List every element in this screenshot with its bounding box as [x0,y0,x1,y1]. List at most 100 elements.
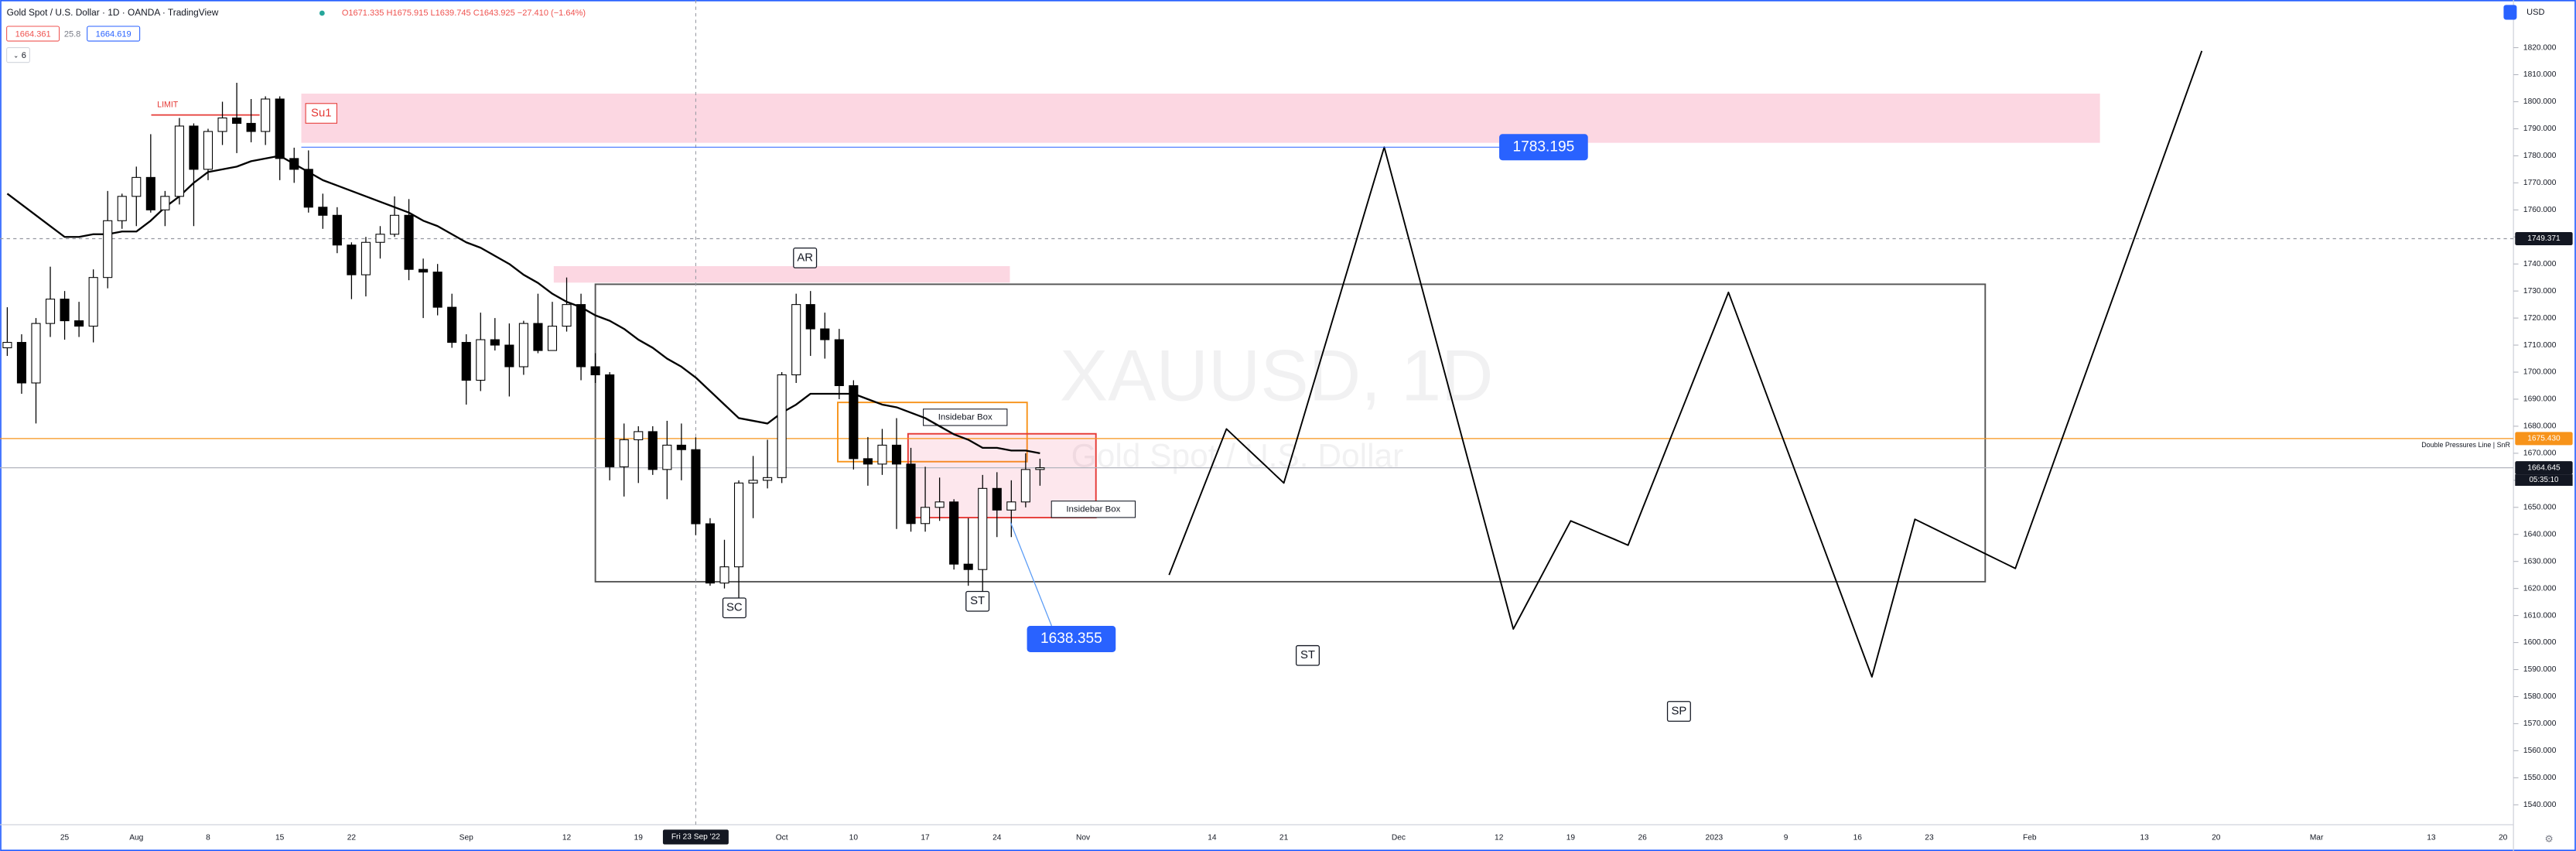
price-label-box [2515,461,2573,475]
crosshair-label-box [662,829,729,845]
y-tick-label: 1630.000 [2523,557,2557,566]
candle-body [419,268,429,273]
y-tick-label: 1740.000 [2523,260,2557,268]
price-label: 1749.371 [2527,234,2561,243]
price-label-box [2515,231,2573,245]
y-tick-label: 1690.000 [2523,395,2557,404]
candle-body [849,384,859,460]
wyckoff-marker: SC [726,602,743,614]
watermark-subtitle: Gold Spot / U.S. Dollar [1071,438,1404,474]
x-tick-label: 20 [2212,834,2221,842]
candle-body [1020,469,1030,503]
candle-body [476,339,486,381]
candle-body [605,374,615,467]
candle-body [791,304,801,376]
indicators-toggle[interactable] [6,47,30,63]
candle-body [963,563,973,570]
zone-label: Insidebar Box [1066,504,1120,514]
candle-body [389,214,400,235]
x-tick-label: 14 [1208,834,1217,842]
candle-body [504,344,514,367]
limit-label: LIMIT [157,101,179,110]
candle-body [303,169,313,208]
ask-box[interactable] [87,26,141,42]
candle-body [1035,467,1045,470]
x-tick-label: 8 [206,834,210,842]
y-tick-label: 1570.000 [2523,719,2557,728]
candle-body [820,328,830,340]
zone [553,266,1010,283]
price-label: 1675.430 [2527,435,2561,443]
candle-body [934,501,945,508]
x-tick-label: 25 [60,834,70,842]
watermark: XAUUSD, 1D [1060,334,1494,415]
callout-label: 1638.355 [1040,631,1102,647]
y-tick-label: 1550.000 [2523,774,2557,782]
wyckoff-marker-box [722,597,746,619]
settings-icon[interactable]: ⚙ [2545,832,2554,844]
candle-body [518,323,528,367]
bid: 1664.361 [15,30,51,39]
x-tick-label: Aug [129,834,143,842]
y-tick-label: 1800.000 [2523,97,2557,106]
candle-body [404,214,414,270]
candle-body [748,480,758,484]
currency-icon[interactable] [2503,5,2517,20]
x-tick-label: 20 [2499,834,2508,842]
candle-body [332,214,342,246]
y-tick-label: 1700.000 [2523,368,2557,377]
y-tick-label: 1780.000 [2523,152,2557,160]
x-tick-label: Dec [1392,834,1406,842]
candle-body [619,439,629,467]
chevron: ⌄ [13,51,19,59]
candle-body [103,220,113,279]
candle-body [447,306,457,343]
y-tick-label: 1590.000 [2523,665,2557,674]
y-tick-label: 1610.000 [2523,611,2557,620]
candle-body [203,131,214,170]
price-line-label: Double Pressures Line | SnR [2421,441,2510,449]
candle-body [719,566,729,584]
x-tick-label: 12 [1495,834,1504,842]
callout-label: 1783.195 [1513,138,1575,155]
candle-body [160,196,170,210]
candle-body [432,272,442,308]
bid-box[interactable] [6,26,60,42]
x-tick-label: 15 [275,834,285,842]
callout-box [1499,134,1588,161]
y-tick-label: 1670.000 [2523,449,2557,458]
candle-body [189,125,199,170]
y-tick-label: 1810.000 [2523,70,2557,79]
symbol-title: Gold Spot / U.S. Dollar · 1D · OANDA · T… [7,7,219,18]
x-tick-label: Feb [2023,834,2037,842]
candle-body [232,117,242,124]
y-tick-label: 1620.000 [2523,584,2557,593]
x-tick-label: 19 [634,834,644,842]
candle-body [992,487,1002,511]
candle-body [777,374,787,478]
candle-body [676,444,686,450]
y-tick-label: 1680.000 [2523,422,2557,431]
candle-body [877,444,887,465]
candle-body [2,342,12,349]
projection-line [1168,50,2203,678]
candle-body [705,523,715,584]
candle-body [576,304,586,367]
candle-body [733,482,744,568]
x-tick-label: 16 [1853,834,1863,842]
y-tick-label: 1820.000 [2523,43,2557,52]
candle-body [88,277,98,327]
candle-body [891,444,902,465]
x-tick-label: Nov [1076,834,1091,842]
candle-body [490,339,500,346]
y-tick-label: 1710.000 [2523,341,2557,350]
candle-body [691,449,701,525]
price-label-box [2515,432,2573,446]
x-tick-label: 23 [1925,834,1934,842]
y-tick-label: 1720.000 [2523,314,2557,323]
y-tick-label: 1730.000 [2523,287,2557,296]
currency[interactable]: USD [2526,8,2544,17]
price-label: 1664.645 [2527,463,2561,472]
wyckoff-marker: SP [1671,705,1686,717]
wyckoff-marker-box [793,248,818,268]
